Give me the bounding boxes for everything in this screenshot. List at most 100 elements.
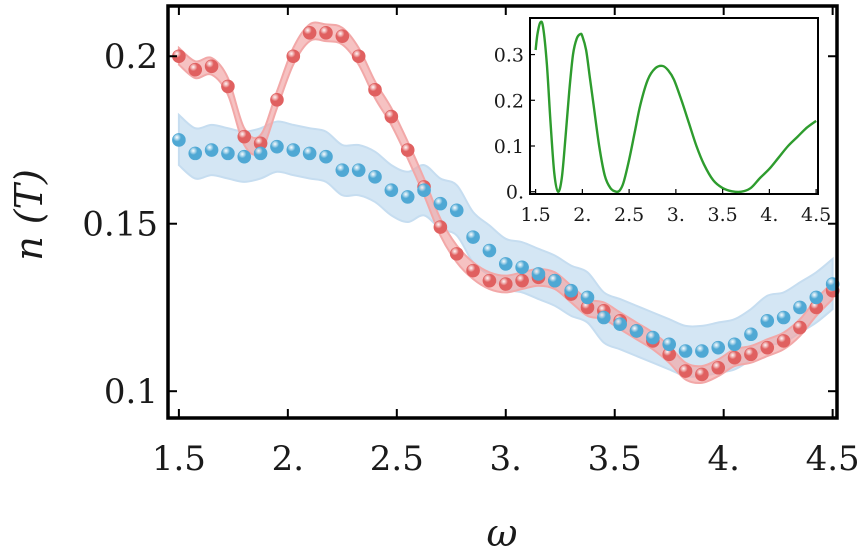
inset-x-tick-label: 1.5 — [521, 204, 551, 226]
point-red — [433, 220, 448, 234]
point-red — [776, 334, 791, 348]
point-blue — [449, 203, 464, 218]
point-blue — [662, 337, 677, 352]
point-blue — [172, 133, 186, 147]
point-red — [482, 273, 497, 288]
point-blue — [760, 314, 775, 328]
point-blue — [531, 267, 546, 281]
point-blue — [629, 324, 644, 338]
x-tick-label: 1.5 — [152, 439, 206, 479]
point-red — [711, 360, 726, 375]
point-red — [319, 25, 333, 40]
inset-y-tick-label: 0.3 — [494, 45, 524, 67]
inset-y-tick-label: 0. — [506, 182, 524, 204]
x-tick-label: 2.5 — [370, 439, 424, 479]
point-blue — [646, 330, 660, 345]
point-red — [760, 340, 775, 355]
point-red — [351, 49, 366, 64]
point-blue — [335, 163, 350, 177]
y-tick-label: 0.1 — [104, 372, 158, 412]
x-tick-label: 3. — [490, 439, 522, 479]
point-blue — [204, 143, 219, 157]
point-red — [270, 92, 284, 107]
point-blue — [695, 344, 709, 358]
inset-x-tick-label: 2. — [573, 204, 591, 226]
point-blue — [368, 170, 382, 184]
main-series — [172, 25, 840, 382]
point-blue — [466, 230, 480, 244]
point-blue — [286, 143, 301, 157]
point-red — [302, 25, 317, 40]
x-tick-label: 3.5 — [588, 439, 642, 479]
point-blue — [809, 290, 824, 305]
inset-y-tick-label: 0.2 — [494, 90, 524, 112]
point-red — [237, 129, 252, 144]
y-tick-label: 0.15 — [82, 205, 158, 245]
inset-x-ticks: 1.5 2. 2.5 3. 3.5 4. 4.5 — [521, 189, 831, 226]
band-blue — [177, 112, 834, 378]
inset-y-ticks: 0. 0.1 0.2 0.3 — [494, 45, 535, 204]
point-blue — [270, 139, 284, 154]
x-tick-label: 2. — [272, 439, 304, 479]
y-axis-title: n (T) — [7, 169, 51, 261]
point-blue — [711, 340, 726, 355]
point-blue — [482, 243, 497, 258]
point-blue — [793, 300, 807, 315]
main-plot: 1.5 2. 2.5 3. 3.5 4. 4.5 0.1 0.15 0.2 ω n (T) — [7, 4, 857, 554]
point-blue — [547, 273, 562, 288]
point-blue — [597, 310, 611, 325]
point-blue — [253, 146, 268, 161]
x-axis-title: ω — [487, 511, 518, 554]
point-red — [744, 347, 758, 362]
y-tick-label: 0.2 — [104, 37, 158, 77]
point-red — [727, 350, 742, 365]
main-plot-frame — [166, 4, 839, 420]
main-y-ticks: 0.1 0.15 0.2 — [82, 37, 837, 412]
point-blue — [400, 190, 415, 204]
point-blue — [776, 310, 791, 325]
point-red — [204, 59, 219, 74]
inset-plot: 1.5 2. 2.5 3. 3.5 4. 4.5 0. 0.1 0.2 0.3 — [494, 17, 831, 226]
point-blue — [580, 290, 595, 305]
point-red — [498, 277, 513, 291]
point-red — [449, 247, 464, 261]
point-blue — [744, 327, 758, 342]
point-blue — [384, 183, 399, 198]
point-blue — [351, 163, 366, 177]
point-red — [678, 364, 693, 378]
point-red — [286, 49, 301, 64]
point-red — [188, 62, 203, 77]
point-red — [515, 273, 529, 288]
point-blue — [221, 146, 235, 161]
point-red — [793, 320, 807, 335]
inset-line-inset — [534, 20, 817, 194]
main-x-ticks: 1.5 2. 2.5 3. 3.5 4. 4.5 — [152, 6, 857, 479]
point-red — [368, 82, 382, 97]
point-blue — [727, 337, 742, 352]
x-tick-label: 4.5 — [806, 439, 857, 479]
inset-series — [534, 20, 817, 194]
point-red — [335, 29, 350, 43]
point-blue — [188, 146, 203, 161]
point-blue — [319, 149, 333, 164]
inset-plot-frame — [529, 17, 819, 195]
point-blue — [678, 344, 693, 358]
inset-x-tick-label: 4.5 — [801, 204, 831, 226]
point-blue — [613, 317, 627, 332]
point-blue — [302, 146, 317, 161]
point-red — [695, 367, 709, 382]
point-blue — [433, 196, 448, 211]
inset-y-tick-label: 0.1 — [494, 136, 524, 158]
point-blue — [515, 260, 529, 275]
inset-x-tick-label: 3.5 — [708, 204, 738, 226]
point-red — [400, 143, 415, 157]
point-blue — [498, 257, 513, 271]
point-blue — [564, 283, 578, 298]
point-red — [466, 263, 480, 278]
point-blue — [417, 183, 431, 198]
x-tick-label: 4. — [707, 439, 739, 479]
point-red — [384, 109, 399, 124]
inset-x-tick-label: 3. — [667, 204, 685, 226]
inset-x-tick-label: 2.5 — [614, 204, 644, 226]
